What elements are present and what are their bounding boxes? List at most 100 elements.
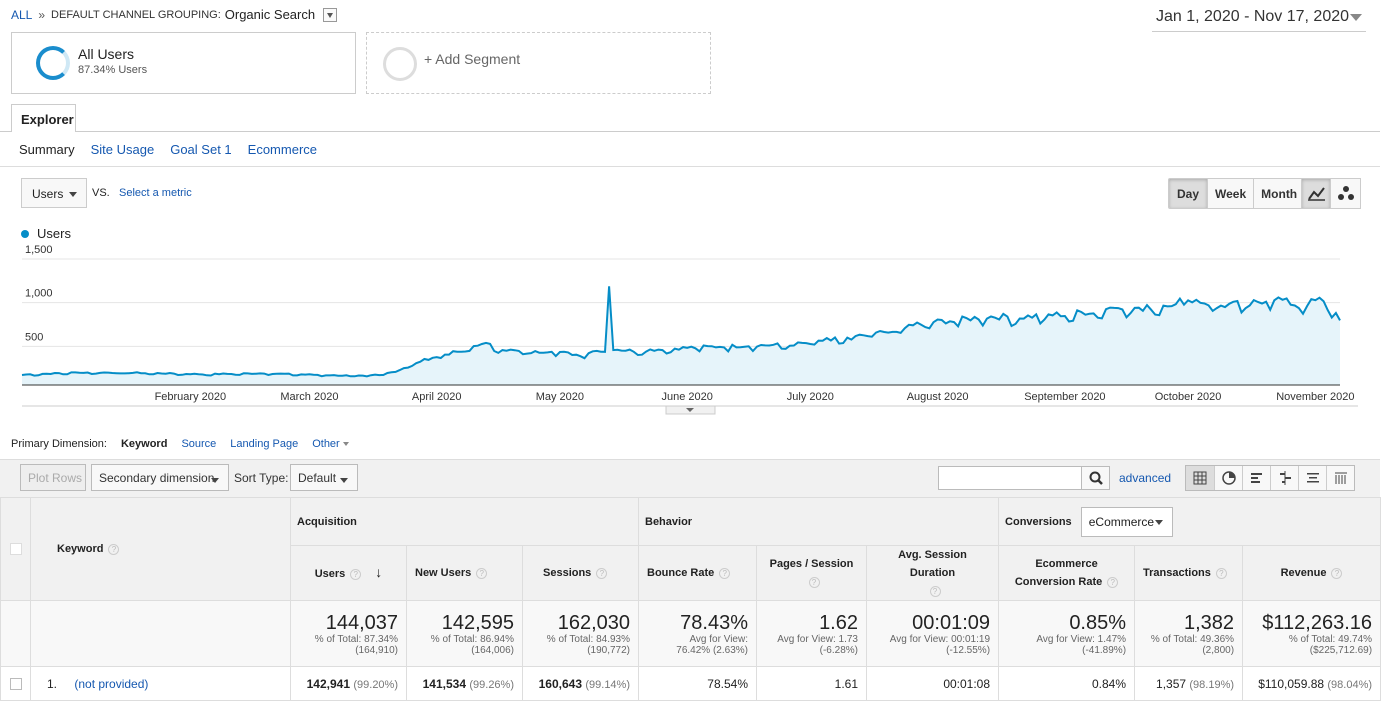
- total-line-1: % of Total: 87.34%: [314, 633, 398, 645]
- chart-type-toggle: [1301, 178, 1361, 209]
- add-segment-button[interactable]: + Add Segment: [366, 32, 711, 94]
- col-pages-session[interactable]: Pages / Session?: [756, 545, 867, 601]
- search-icon: [1089, 471, 1103, 485]
- subtab-goal-set-1[interactable]: Goal Set 1: [170, 142, 232, 157]
- users-chart: 1,500 1,000 500 February 2020 March 2020 Apr…: [21, 244, 1358, 415]
- help-icon[interactable]: ?: [808, 576, 820, 588]
- chart-legend: Users: [21, 226, 71, 241]
- y-tick-label: 500: [25, 331, 43, 343]
- dimension-other-label: Other: [312, 438, 340, 450]
- dimension-source[interactable]: Source: [181, 438, 217, 450]
- col-avg-session-duration[interactable]: Avg. Session Duration?: [865, 545, 1000, 601]
- secondary-dimension-select[interactable]: Secondary dimension: [91, 464, 229, 491]
- total-line-1: Avg for View: 00:01:19: [889, 633, 991, 645]
- conversions-select[interactable]: eCommerce: [1080, 506, 1173, 537]
- col-revenue[interactable]: Revenue?: [1242, 545, 1382, 601]
- row-keyword-link[interactable]: (not provided): [74, 676, 149, 691]
- chart-area: [22, 286, 1340, 385]
- y-tick-label: 1,000: [25, 288, 53, 300]
- period-week-button[interactable]: Week: [1207, 179, 1254, 208]
- cell-percent: (99.26%): [469, 678, 514, 691]
- dimension-landing-page[interactable]: Landing Page: [230, 438, 299, 450]
- help-icon[interactable]: ?: [1331, 567, 1343, 579]
- date-range-picker[interactable]: Jan 1, 2020 - Nov 17, 2020: [1152, 6, 1366, 32]
- row-cell: 160,643 (99.14%): [522, 666, 639, 701]
- dimension-other[interactable]: Other: [312, 438, 349, 450]
- view-pivot-button[interactable]: [1326, 466, 1354, 490]
- breadcrumb: ALL » DEFAULT CHANNEL GROUPING: Organic …: [11, 7, 338, 22]
- advanced-filter-link[interactable]: advanced: [1119, 471, 1172, 485]
- cell-value: 1,357: [1156, 676, 1187, 691]
- sort-type-select[interactable]: Default: [290, 464, 358, 491]
- cell-value: 0.84%: [1092, 676, 1127, 691]
- help-icon[interactable]: ?: [596, 567, 608, 579]
- view-table-button[interactable]: [1186, 466, 1214, 490]
- period-day-button[interactable]: Day: [1169, 179, 1208, 208]
- total-cell: 162,030% of Total: 84.93% (190,772): [522, 600, 639, 667]
- subtab-site-usage[interactable]: Site Usage: [90, 142, 155, 157]
- period-toggle: Day Week Month: [1168, 178, 1306, 209]
- total-cell: 0.85% Avg for View: 1.47% (-41.89%): [998, 600, 1136, 667]
- help-icon[interactable]: ?: [1107, 576, 1119, 588]
- view-comparison-button[interactable]: [1270, 466, 1298, 490]
- total-line-2: 76.42% (2.63%): [676, 644, 748, 656]
- chevron-down-icon: [342, 442, 349, 447]
- subtab-ecommerce[interactable]: Ecommerce: [247, 142, 318, 157]
- cell-value: 142,941: [306, 676, 351, 691]
- metric-select[interactable]: Users: [21, 178, 87, 208]
- help-icon[interactable]: ?: [1215, 567, 1227, 579]
- tab-explorer[interactable]: Explorer: [11, 104, 76, 132]
- row-index: 1.: [47, 676, 58, 691]
- col-ecommerce-conversion-rate[interactable]: Ecommerce Conversion Rate?: [998, 545, 1136, 601]
- row-checkbox-cell: [0, 666, 31, 701]
- term-cloud-icon: [1307, 473, 1319, 483]
- help-icon[interactable]: ?: [719, 567, 731, 579]
- table-search-input[interactable]: [938, 466, 1082, 490]
- subtab-summary[interactable]: Summary: [19, 142, 75, 157]
- row-checkbox[interactable]: [9, 677, 22, 690]
- row-cell: $110,059.88 (98.04%): [1242, 666, 1382, 701]
- row-cell: 00:01:08: [865, 666, 1000, 701]
- select-all-checkbox[interactable]: [9, 543, 22, 555]
- period-month-button[interactable]: Month: [1253, 179, 1305, 208]
- chevron-down-icon: [69, 192, 77, 197]
- x-tick-label: June 2020: [661, 391, 712, 403]
- col-sessions[interactable]: Sessions?: [522, 545, 639, 601]
- dimension-keyword[interactable]: Keyword: [120, 438, 168, 450]
- line-chart-button[interactable]: [1302, 179, 1331, 208]
- col-bounce-rate[interactable]: Bounce Rate?: [638, 545, 757, 601]
- motion-chart-button[interactable]: [1331, 179, 1360, 208]
- help-icon[interactable]: ?: [350, 568, 362, 580]
- total-line-2: ($225,712.69): [1309, 644, 1373, 656]
- legend-users: Users: [37, 226, 71, 241]
- search-button[interactable]: [1082, 466, 1110, 490]
- col-users[interactable]: Users? ↓: [290, 545, 407, 601]
- pivot-icon: [1335, 472, 1347, 484]
- view-performance-button[interactable]: [1242, 466, 1270, 490]
- plot-rows-button[interactable]: Plot Rows: [20, 464, 86, 491]
- view-term-cloud-button[interactable]: [1298, 466, 1326, 490]
- col-transactions[interactable]: Transactions?: [1134, 545, 1244, 601]
- col-label: New Users: [415, 567, 472, 579]
- help-icon[interactable]: ?: [929, 585, 941, 597]
- help-icon[interactable]: ?: [476, 567, 488, 579]
- select-metric-link[interactable]: Select a metric: [119, 187, 192, 199]
- bar-list-icon: [1251, 473, 1262, 483]
- view-pie-button[interactable]: [1214, 466, 1242, 490]
- keyword-header[interactable]: Keyword?: [30, 497, 291, 601]
- help-icon[interactable]: ?: [108, 543, 120, 555]
- row-cell: 141,534 (99.26%): [406, 666, 523, 701]
- cell-percent: (98.04%): [1327, 678, 1373, 691]
- total-line-2: (164,006): [471, 644, 514, 656]
- totals-row: 144,037% of Total: 87.34% (164,910) 142,59…: [0, 600, 1382, 667]
- cell-percent: (98.19%): [1189, 678, 1235, 691]
- breadcrumb-dropdown-icon[interactable]: [323, 7, 338, 22]
- segment-all-users[interactable]: All Users 87.34% Users: [11, 32, 356, 94]
- col-new-users[interactable]: New Users?: [406, 545, 523, 601]
- comparison-icon: [1280, 471, 1291, 485]
- row-cell: 1.61: [756, 666, 867, 701]
- breadcrumb-all-link[interactable]: ALL: [11, 7, 33, 22]
- cell-value: 141,534: [422, 676, 467, 691]
- total-line-2: (-41.89%): [1082, 644, 1127, 656]
- keyword-header-label: Keyword: [57, 543, 104, 555]
